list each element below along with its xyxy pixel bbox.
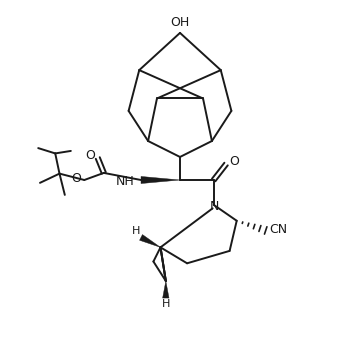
Text: OH: OH bbox=[170, 16, 190, 29]
Text: H: H bbox=[162, 299, 170, 309]
Polygon shape bbox=[141, 176, 180, 184]
Text: H: H bbox=[132, 226, 141, 237]
Text: CN: CN bbox=[270, 223, 288, 236]
Text: O: O bbox=[85, 149, 95, 162]
Text: O: O bbox=[71, 172, 81, 185]
Text: O: O bbox=[229, 156, 239, 168]
Polygon shape bbox=[140, 235, 161, 247]
Text: NH: NH bbox=[116, 175, 135, 188]
Polygon shape bbox=[163, 281, 169, 298]
Text: N: N bbox=[210, 200, 219, 213]
